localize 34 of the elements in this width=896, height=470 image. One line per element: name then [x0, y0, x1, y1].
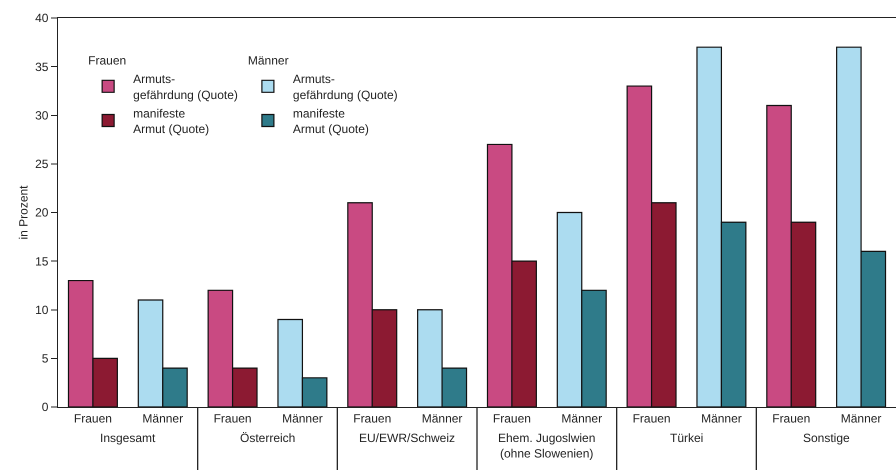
x-tick-label: Frauen [772, 412, 810, 426]
x-tick-label: Männer [840, 412, 882, 426]
x-tick-label: Frauen [74, 412, 112, 426]
y-tick-label: 5 [42, 352, 49, 366]
legend-label: manifeste Armut (Quote) [292, 106, 369, 136]
x-tick-label: Männer [282, 412, 323, 426]
x-tick-label: Frauen [492, 412, 531, 426]
legend-label: manifeste Armut (Quote) [133, 106, 210, 136]
text: Ehem. Jugoslwien (ohne Slowenien) [498, 431, 596, 461]
x-tick-label: Männer [701, 412, 742, 426]
legend-label: Armuts- gefährdung (Quote) [292, 72, 398, 102]
x-tick-label: Frauen [632, 412, 671, 426]
x-tick-label: Männer [142, 412, 184, 426]
y-tick-label: 10 [35, 302, 49, 317]
text: Österreich [240, 431, 296, 445]
x-tick-label: Frauen [353, 412, 392, 426]
x-tick-label: Männer [561, 412, 602, 426]
text: EU/EWR/Schweiz [359, 431, 456, 445]
category-label: Frauen [88, 53, 126, 68]
y-tick-label: 40 [35, 11, 49, 26]
text: Sonstige [803, 431, 850, 445]
x-tick-label: Männer [422, 412, 462, 426]
y-tick-label: 25 [35, 157, 49, 172]
x-tick-label: Frauen [214, 412, 252, 426]
legend-label: Armuts- gefährdung (Quote) [133, 72, 238, 102]
text: Insgesamt [100, 431, 156, 445]
text: Türkei [670, 431, 704, 445]
y-tick-label: 0 [42, 400, 49, 414]
category-label: Männer [248, 53, 289, 68]
y-tick-label: 30 [35, 108, 49, 122]
y-tick-label: 20 [35, 206, 49, 220]
y-axis-title: in Prozent [16, 184, 30, 240]
y-tick-label: 35 [35, 60, 49, 74]
y-tick-label: 15 [35, 254, 49, 268]
